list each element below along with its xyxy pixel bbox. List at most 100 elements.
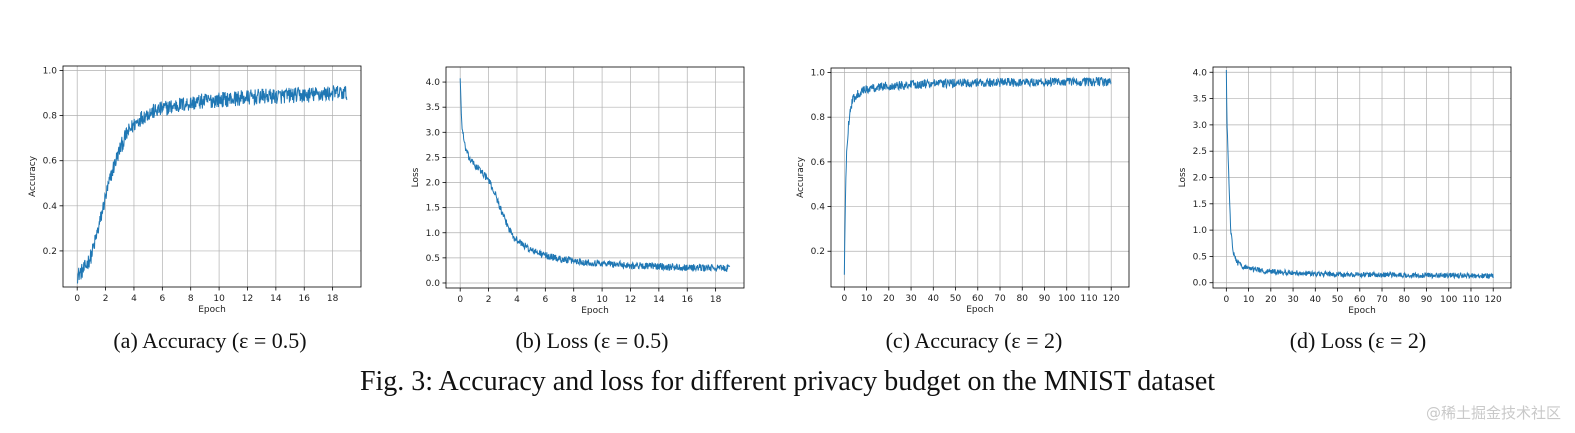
x-tick-label: 18 [327,294,339,304]
y-axis-label: Accuracy [796,156,806,198]
chart-panel-d: 0 10 20 30 40 50 60 70 80 90 100 110 120 0.0 0.5 1.0 1.5… [1178,66,1512,316]
plot-frame [445,66,745,289]
x-axis-label: Epoch [198,305,226,315]
x-tick-label: 18 [710,295,722,305]
x-tick-label: 16 [682,295,694,305]
y-tick-label: 2.5 [1193,147,1207,157]
x-tick-label: 60 [1354,295,1366,305]
x-tick-label: 10 [213,294,225,304]
y-tick-label: 0.6 [811,158,826,168]
caption-a: (a) Accuracy (ε = 0.5) [113,328,307,353]
y-tick-label: 0.4 [811,203,826,213]
x-tick-label: 8 [188,294,194,304]
x-tick-label: 0 [457,295,463,305]
x-tick-label: 0 [841,294,847,304]
x-tick-label: 70 [994,294,1006,304]
x-tick-label: 6 [542,295,548,305]
y-tick-label: 3.0 [426,128,441,138]
x-tick-label: 100 [1440,295,1457,305]
x-tick-label: 40 [1310,295,1322,305]
x-tick-label: 10 [1243,295,1255,305]
y-tick-label: 1.0 [811,68,826,78]
x-tick-label: 12 [242,294,253,304]
x-tick-label: 70 [1376,295,1388,305]
y-tick-label: 0.8 [43,112,58,122]
x-tick-label: 20 [1265,295,1277,305]
y-tick-label: 1.0 [1193,226,1208,236]
x-tick-label: 8 [571,295,577,305]
caption-c: (c) Accuracy (ε = 2) [885,328,1063,353]
x-tick-label: 14 [653,295,665,305]
x-tick-label: 80 [1399,295,1411,305]
y-tick-label: 0.4 [43,202,58,212]
x-tick-label: 20 [883,294,895,304]
x-tick-label: 30 [1287,295,1299,305]
y-tick-label: 0.6 [43,157,58,167]
series-line [459,78,731,273]
y-tick-label: 1.0 [426,229,441,239]
x-tick-label: 60 [972,294,984,304]
y-tick-label: 3.0 [1193,121,1208,131]
y-tick-label: 2.0 [1193,174,1208,184]
plot-frame [62,65,362,288]
y-tick-label: 4.0 [426,78,441,88]
x-tick-label: 120 [1103,294,1120,304]
x-tick-label: 120 [1485,295,1502,305]
x-tick-label: 90 [1421,295,1433,305]
x-axis-label: Epoch [1348,306,1376,316]
y-axis-label: Loss [1178,167,1188,187]
x-tick-label: 4 [131,294,137,304]
y-axis-label: Loss [411,167,421,187]
x-tick-label: 110 [1462,295,1479,305]
x-tick-label: 2 [486,295,492,305]
y-tick-label: 2.5 [426,153,440,163]
x-tick-label: 10 [861,294,873,304]
x-tick-label: 16 [299,294,311,304]
x-tick-label: 4 [514,295,520,305]
x-tick-label: 6 [159,294,165,304]
y-tick-label: 0.0 [1193,279,1208,289]
caption-d: (d) Loss (ε = 2) [1289,328,1427,353]
y-tick-label: 4.0 [1193,68,1208,78]
figure-caption: Fig. 3: Accuracy and loss for different … [359,366,1216,397]
plot-frame [830,67,1130,288]
series-line [843,76,1112,275]
x-tick-label: 110 [1080,294,1097,304]
x-tick-label: 100 [1058,294,1075,304]
x-tick-label: 50 [950,294,962,304]
x-tick-label: 40 [928,294,940,304]
y-tick-label: 0.0 [426,279,441,289]
y-tick-label: 0.2 [811,247,825,257]
x-tick-label: 50 [1332,295,1344,305]
y-tick-label: 0.5 [426,254,440,264]
watermark: @稀土掘金技术社区 [1425,404,1561,422]
x-tick-label: 80 [1017,294,1029,304]
chart-panel-c: 0 10 20 30 40 50 60 70 80 90 100 110 120 0.2 0.4 0.6 0.8… [796,67,1130,315]
loss-chart-eps-2: 0 10 20 30 40 50 60 70 80 90 100 110 120 0.0 0.5 1.0 1.5… [1178,66,1512,316]
x-tick-label: 10 [596,295,608,305]
y-tick-label: 0.2 [43,247,57,257]
series-line [1225,70,1494,280]
chart-panel-b: 0 2 4 6 8 10 12 14 16 18 0.0 0.5 1.0 1.5 2.0 2.5 3.0 3.5 4… [0,0,780,320]
y-tick-label: 2.0 [426,179,441,189]
y-tick-label: 1.5 [426,204,440,214]
x-tick-label: 0 [74,294,80,304]
x-tick-label: 90 [1039,294,1051,304]
chart-panel-a: 0 2 4 6 8 10 12 14 16 18 0.2 0.4 0.6 0.8 1.0 Epoch Accur… [0,0,380,320]
x-tick-label: 14 [270,294,282,304]
x-axis-label: Epoch [966,305,994,315]
y-tick-label: 0.5 [1193,252,1207,262]
series-line [76,85,348,284]
y-axis-label: Accuracy [28,155,38,197]
y-tick-label: 1.5 [1193,200,1207,210]
y-tick-label: 1.0 [43,67,58,77]
y-tick-label: 0.8 [811,113,826,123]
loss-chart-eps-0-5: 0 2 4 6 8 10 12 14 16 18 0.0 0.5 1.0 1.5 2.0 2.5 3.0 3.5 4… [411,66,745,316]
accuracy-chart-eps-0-5: 0 2 4 6 8 10 12 14 16 18 0.2 0.4 0.6 0.8 1.0 Epoch Accur… [28,65,362,315]
x-tick-label: 0 [1223,295,1229,305]
x-tick-label: 30 [905,294,917,304]
x-tick-label: 2 [103,294,109,304]
y-tick-label: 3.5 [1193,95,1207,105]
x-axis-label: Epoch [581,306,609,316]
x-tick-label: 12 [625,295,636,305]
